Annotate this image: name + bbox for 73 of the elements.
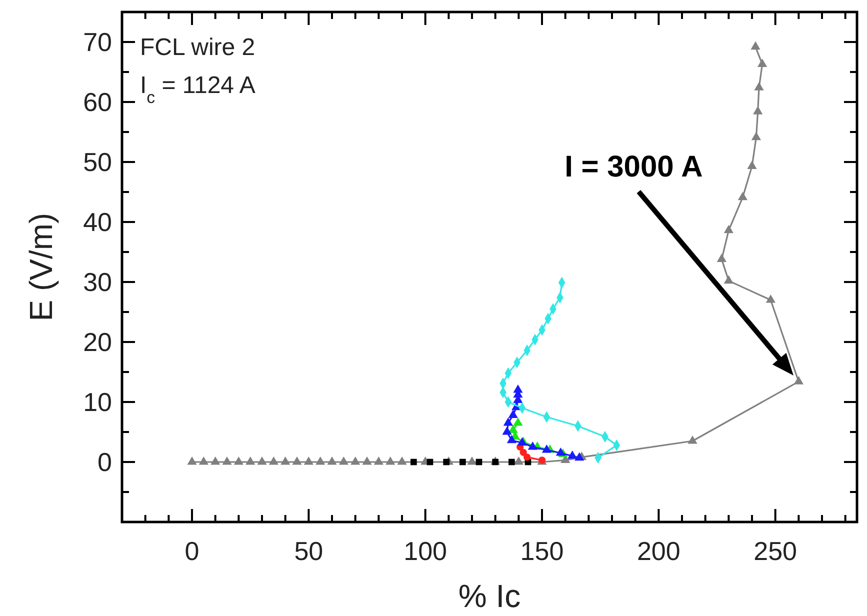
point bbox=[513, 384, 523, 393]
y-tick-label: 70 bbox=[83, 27, 112, 57]
point bbox=[268, 456, 278, 465]
point bbox=[508, 458, 515, 466]
point bbox=[426, 458, 434, 466]
y-tick-label: 20 bbox=[83, 327, 112, 357]
y-tick-label: 10 bbox=[83, 387, 112, 417]
point bbox=[350, 456, 360, 465]
point bbox=[187, 456, 197, 465]
y-tick-label: 50 bbox=[83, 147, 112, 177]
point bbox=[513, 417, 523, 426]
point bbox=[374, 456, 384, 465]
point bbox=[506, 434, 516, 444]
point bbox=[460, 458, 466, 466]
point bbox=[724, 275, 734, 284]
point bbox=[688, 435, 698, 444]
point bbox=[754, 82, 764, 90]
point bbox=[386, 456, 396, 465]
x-axis-title: % Ic bbox=[458, 578, 521, 614]
point bbox=[492, 458, 498, 466]
y-tick-label: 30 bbox=[83, 267, 112, 297]
point bbox=[502, 426, 512, 435]
point bbox=[542, 444, 552, 453]
point bbox=[747, 160, 757, 169]
point bbox=[246, 456, 256, 465]
point bbox=[508, 424, 518, 433]
point bbox=[292, 456, 302, 465]
point bbox=[524, 454, 531, 461]
point bbox=[338, 456, 348, 465]
point bbox=[556, 447, 566, 456]
point bbox=[234, 456, 244, 465]
annotation: I$_{c}$ = 1124 A bbox=[140, 72, 256, 106]
annotation: I = 3000 A bbox=[564, 150, 703, 184]
annotation: FCL wire 2 bbox=[140, 34, 256, 61]
point bbox=[794, 376, 804, 384]
point bbox=[222, 456, 232, 465]
x-tick-label: 0 bbox=[184, 536, 200, 566]
point bbox=[476, 458, 482, 466]
point bbox=[257, 456, 267, 465]
point bbox=[750, 41, 760, 50]
x-tick-label: 100 bbox=[404, 536, 448, 566]
point bbox=[508, 410, 518, 418]
point bbox=[503, 417, 513, 426]
point bbox=[210, 456, 220, 465]
point bbox=[304, 456, 314, 465]
point bbox=[766, 294, 776, 303]
point bbox=[520, 448, 527, 456]
point bbox=[528, 441, 538, 450]
point bbox=[716, 254, 726, 262]
x-tick-label: 250 bbox=[754, 536, 798, 566]
y-tick-label: 0 bbox=[98, 447, 112, 477]
x-tick-label: 200 bbox=[636, 536, 680, 566]
point bbox=[724, 224, 734, 234]
point bbox=[327, 456, 337, 465]
point bbox=[443, 458, 450, 466]
point bbox=[753, 106, 763, 114]
point bbox=[410, 458, 417, 466]
y-tick-label: 40 bbox=[83, 207, 112, 237]
point bbox=[738, 192, 748, 200]
x-tick-label: 150 bbox=[520, 536, 564, 566]
point bbox=[198, 456, 208, 465]
point bbox=[397, 456, 407, 465]
point bbox=[316, 456, 326, 465]
point bbox=[280, 456, 290, 465]
point bbox=[362, 456, 372, 465]
point bbox=[751, 132, 762, 140]
point bbox=[757, 58, 768, 67]
x-tick-label: 50 bbox=[294, 536, 324, 566]
y-tick-label: 60 bbox=[83, 87, 112, 117]
y-axis-title: E (V/m) bbox=[23, 212, 59, 322]
point bbox=[467, 456, 477, 465]
point bbox=[514, 456, 524, 465]
point bbox=[568, 450, 578, 459]
